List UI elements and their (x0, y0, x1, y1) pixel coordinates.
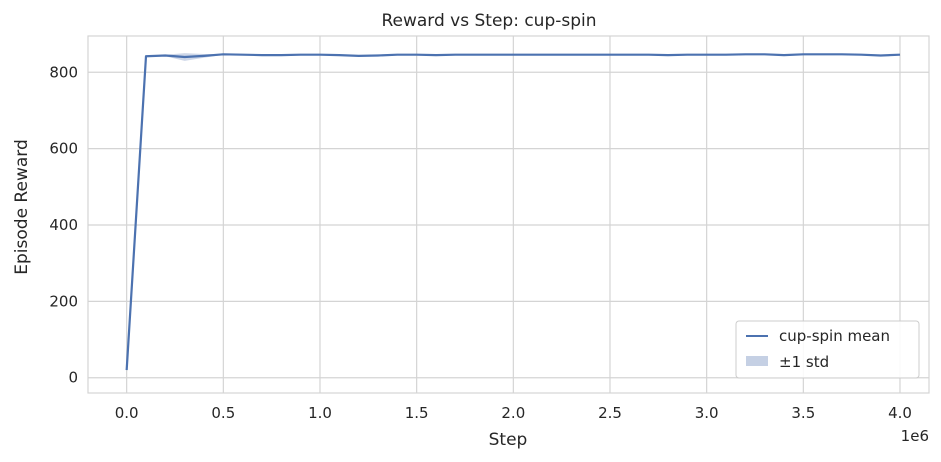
x-axis-label: Step (489, 430, 528, 450)
x-tick-label: 1.0 (308, 404, 332, 422)
y-tick-labels: 0 200 400 600 800 (49, 63, 78, 386)
x-tick-label: 0.0 (115, 404, 139, 422)
x-tick-label: 3.0 (695, 404, 719, 422)
legend-label-mean: cup-spin mean (779, 327, 890, 345)
x-tick-label: 1.5 (405, 404, 429, 422)
x-tick-label: 4.0 (888, 404, 912, 422)
x-tick-labels: 0.0 0.5 1.0 1.5 2.0 2.5 3.0 3.5 4.0 (115, 404, 912, 422)
series-line-cup-spin-mean (125, 53, 901, 371)
mean-line-layer (125, 53, 901, 371)
x-tick-label: 2.0 (501, 404, 525, 422)
x-offset-label: 1e6 (901, 427, 929, 445)
y-axis-label: Episode Reward (12, 139, 32, 274)
x-tick-label: 2.5 (598, 404, 622, 422)
legend-box (735, 320, 920, 379)
y-tick-label: 800 (49, 63, 78, 81)
x-tick-label: 3.5 (791, 404, 815, 422)
y-tick-label: 200 (49, 292, 78, 310)
x-tick-label: 0.5 (211, 404, 235, 422)
legend-band-swatch (746, 356, 768, 366)
legend: cup-spin mean ±1 std (735, 320, 920, 379)
chart-title: Reward vs Step: cup-spin (381, 11, 596, 31)
legend-label-std: ±1 std (779, 353, 829, 371)
y-tick-label: 0 (68, 369, 78, 387)
plot-frame (87, 35, 930, 394)
y-tick-label: 400 (49, 216, 78, 234)
y-tick-label: 600 (49, 140, 78, 158)
